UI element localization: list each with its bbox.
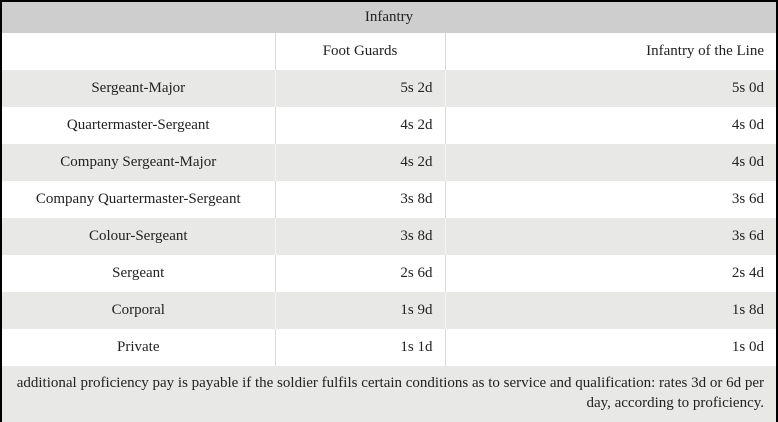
foot-guards-cell: 4s 2d <box>274 144 445 181</box>
table-row: Sergeant 2s 6d 2s 4d <box>2 255 776 292</box>
rank-cell: Sergeant-Major <box>2 70 275 107</box>
column-header-foot-guards: Foot Guards <box>274 33 445 70</box>
infantry-line-cell: 4s 0d <box>444 107 776 144</box>
rank-cell: Corporal <box>2 292 275 329</box>
rank-cell: Company Sergeant-Major <box>2 144 275 181</box>
table-title-row: Infantry <box>2 2 776 33</box>
column-header-infantry-of-the-line: Infantry of the Line <box>444 33 776 70</box>
table-row: Colour-Sergeant 3s 8d 3s 6d <box>2 218 776 255</box>
infantry-line-cell: 1s 0d <box>444 329 776 366</box>
rank-cell: Colour-Sergeant <box>2 218 275 255</box>
infantry-line-cell: 1s 8d <box>444 292 776 329</box>
rank-cell: Company Quartermaster-Sergeant <box>2 181 275 218</box>
foot-guards-cell: 3s 8d <box>274 181 445 218</box>
table-row: Corporal 1s 9d 1s 8d <box>2 292 776 329</box>
foot-guards-cell: 5s 2d <box>274 70 445 107</box>
table-row: Private 1s 1d 1s 0d <box>2 329 776 366</box>
infantry-line-cell: 3s 6d <box>444 218 776 255</box>
foot-guards-cell: 1s 1d <box>274 329 445 366</box>
column-header-row: Foot Guards Infantry of the Line <box>2 33 776 70</box>
rank-cell: Sergeant <box>2 255 275 292</box>
column-header-rank <box>2 33 275 70</box>
foot-guards-cell: 1s 9d <box>274 292 445 329</box>
table-row: Sergeant-Major 5s 2d 5s 0d <box>2 70 776 107</box>
table-row: Quartermaster-Sergeant 4s 2d 4s 0d <box>2 107 776 144</box>
footnote-row: additional proficiency pay is payable if… <box>2 366 776 422</box>
table-row: Company Quartermaster-Sergeant 3s 8d 3s … <box>2 181 776 218</box>
rank-cell: Quartermaster-Sergeant <box>2 107 275 144</box>
rank-cell: Private <box>2 329 275 366</box>
foot-guards-cell: 2s 6d <box>274 255 445 292</box>
foot-guards-cell: 4s 2d <box>274 107 445 144</box>
infantry-line-cell: 5s 0d <box>444 70 776 107</box>
infantry-line-cell: 4s 0d <box>444 144 776 181</box>
table-row: Company Sergeant-Major 4s 2d 4s 0d <box>2 144 776 181</box>
infantry-line-cell: 3s 6d <box>444 181 776 218</box>
foot-guards-cell: 3s 8d <box>274 218 445 255</box>
infantry-line-cell: 2s 4d <box>444 255 776 292</box>
table-title: Infantry <box>2 2 776 33</box>
footnote-text: additional proficiency pay is payable if… <box>2 366 776 422</box>
